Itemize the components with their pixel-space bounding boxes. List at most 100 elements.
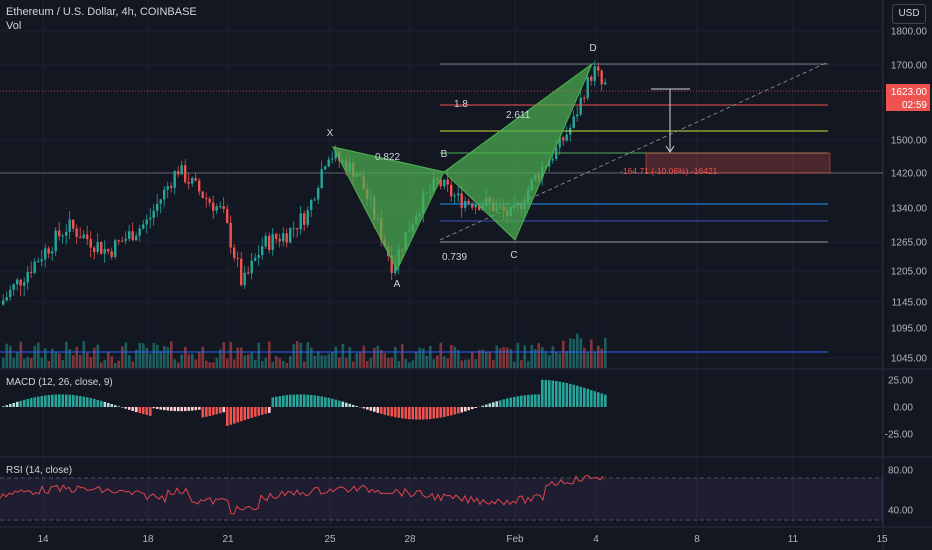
macd-histogram-bar	[205, 407, 208, 417]
volume-bar	[394, 347, 397, 368]
price-candle	[117, 240, 120, 242]
macd-histogram-bar	[376, 407, 380, 413]
price-candle	[590, 76, 593, 81]
price-candle	[586, 76, 589, 99]
volume-bar	[215, 357, 219, 368]
price-candle	[37, 261, 40, 263]
time-axis-tick: 8	[694, 534, 700, 545]
pattern-edge	[332, 146, 445, 173]
price-candle	[282, 233, 285, 242]
macd-histogram-bar	[296, 394, 299, 407]
price-candle	[331, 158, 334, 160]
countdown-tag: 02:59	[902, 100, 927, 111]
price-candle	[600, 70, 603, 85]
price-candle	[75, 228, 78, 237]
macd-histogram-bar	[271, 397, 275, 407]
macd-histogram-bar	[184, 407, 187, 412]
macd-histogram-bar	[600, 393, 604, 407]
price-candle	[467, 200, 470, 204]
macd-histogram-bar	[303, 394, 306, 407]
volume-bar	[520, 360, 523, 368]
macd-histogram-bar	[523, 395, 527, 407]
volume-bar	[219, 349, 222, 368]
price-axis-tick: 1500.00	[891, 136, 928, 147]
volume-bar	[65, 341, 68, 368]
macd-histogram-bar	[47, 395, 51, 407]
price-candle	[394, 265, 397, 274]
volume-bar	[292, 343, 296, 368]
volume-bar	[348, 346, 352, 368]
volume-bar	[555, 351, 558, 368]
volume-bar	[149, 353, 152, 368]
volume-bar	[551, 346, 555, 368]
price-candle	[131, 231, 134, 241]
volume-bar	[408, 362, 411, 368]
macd-histogram-bar	[289, 394, 292, 407]
volume-bar	[415, 352, 418, 368]
price-candle	[299, 213, 302, 230]
volume-bar	[460, 360, 464, 368]
macd-histogram-bar	[121, 407, 124, 408]
volume-bar	[247, 354, 250, 368]
price-axis-tick: 1145.00	[892, 298, 928, 309]
volume-bar	[138, 343, 142, 368]
volume-bar	[443, 356, 446, 368]
volume-bar	[411, 360, 415, 368]
macd-histogram-bar	[219, 407, 222, 414]
macd-histogram-bar	[397, 407, 401, 418]
macd-histogram-bar	[114, 405, 117, 407]
volume-bar	[89, 357, 93, 368]
volume-bar	[180, 354, 184, 368]
macd-histogram-bar	[506, 398, 509, 407]
macd-histogram-bar	[170, 407, 173, 411]
volume-bar	[387, 357, 390, 368]
currency-button[interactable]: USD	[892, 4, 926, 24]
volume-bar	[516, 342, 520, 368]
volume-bar	[233, 359, 236, 368]
macd-histogram-bar	[443, 407, 446, 417]
macd-histogram-bar	[58, 394, 61, 407]
macd-histogram-bar	[383, 407, 387, 415]
price-candle	[156, 203, 159, 211]
volume-bar	[82, 341, 86, 368]
volume-bar	[264, 357, 268, 368]
volume-bar	[177, 362, 180, 368]
volume-bar	[418, 347, 422, 368]
macd-histogram-bar	[415, 407, 418, 420]
price-candle	[198, 180, 201, 192]
macd-histogram-bar	[110, 404, 114, 407]
volume-bar	[471, 352, 474, 368]
macd-histogram-bar	[593, 391, 597, 407]
volume-bar	[450, 345, 453, 368]
volume-bar	[313, 355, 317, 368]
volume-bar	[397, 360, 401, 368]
volume-bar	[5, 343, 9, 368]
volume-bar	[128, 355, 131, 368]
price-candle	[12, 284, 15, 290]
price-candle	[47, 248, 50, 254]
volume-bar	[198, 351, 201, 368]
macd-histogram-bar	[51, 394, 54, 407]
price-candle	[201, 191, 204, 198]
volume-bar	[341, 343, 345, 368]
macd-histogram-bar	[418, 407, 422, 420]
price-candle	[576, 114, 579, 117]
time-axis-tick: 4	[593, 534, 599, 545]
price-candle	[219, 206, 222, 208]
volume-bar	[383, 353, 387, 368]
macd-histogram-bar	[530, 394, 534, 407]
volume-bar	[26, 356, 30, 368]
volume-bar	[124, 342, 128, 368]
volume-bar	[201, 346, 205, 368]
volume-bar	[488, 351, 492, 368]
volume-bar	[436, 355, 439, 368]
price-candle	[51, 251, 54, 254]
macd-histogram-bar	[124, 407, 128, 409]
time-axis-tick: 21	[222, 534, 234, 545]
volume-bar	[289, 356, 292, 368]
volume-bar	[72, 355, 75, 368]
pattern-point-label-a: A	[394, 279, 401, 290]
macd-histogram-bar	[373, 407, 376, 412]
macd-histogram-bar	[394, 407, 397, 418]
